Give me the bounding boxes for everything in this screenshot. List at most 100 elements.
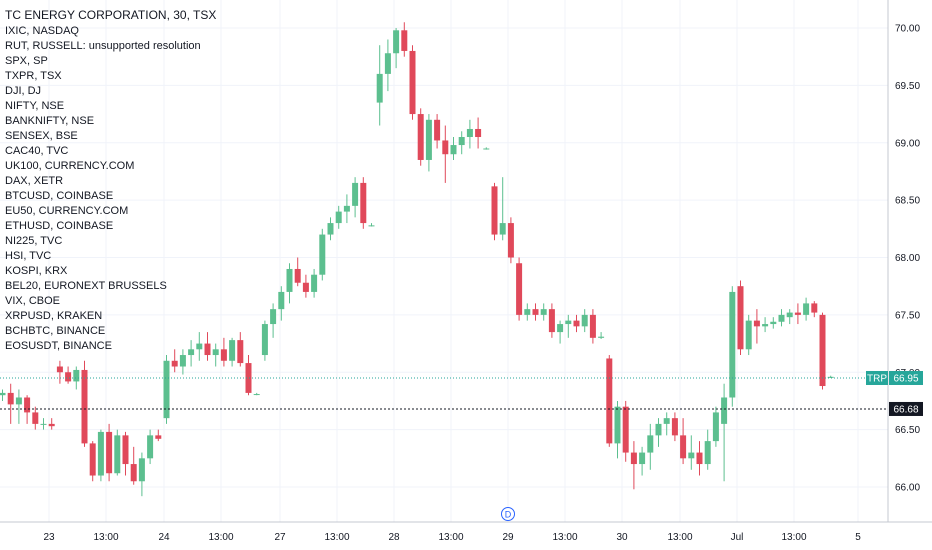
candle-body [803, 303, 810, 315]
legend-symbol[interactable]: BTCUSD, COINBASE [5, 190, 114, 202]
time-tick-label: 29 [502, 532, 514, 543]
dividend-marker-label[interactable]: D [505, 510, 512, 520]
legend-symbol[interactable]: XRPUSD, KRAKEN [5, 310, 103, 322]
candle [655, 418, 662, 447]
legend-symbol[interactable]: DJI, DJ [5, 85, 42, 97]
legend-symbol[interactable]: BANKNIFTY, NSE [5, 115, 95, 127]
candle-body [548, 309, 555, 333]
candle [827, 375, 834, 378]
candle-body [762, 324, 769, 327]
candle [212, 343, 219, 367]
candle [704, 429, 711, 470]
candle-body [573, 320, 580, 327]
candle [15, 389, 22, 424]
candle-body [204, 343, 211, 356]
candle [384, 39, 391, 92]
legend-symbol[interactable]: NIFTY, NSE [5, 100, 65, 112]
candle [721, 383, 728, 482]
candle-body [655, 423, 662, 436]
candle [270, 303, 277, 338]
candle [163, 355, 170, 424]
candle [729, 286, 736, 407]
candle [368, 223, 375, 227]
candle-body [581, 314, 588, 327]
candle-body [286, 268, 293, 292]
legend-symbol[interactable]: RUT, RUSSELL: unsupported resolution [5, 40, 201, 52]
chart-title: TC ENERGY CORPORATION, 30, TSX [5, 8, 217, 22]
candle-body [327, 223, 334, 235]
candle-body [671, 418, 678, 436]
candle-body [179, 355, 186, 367]
legend-symbol[interactable]: CAC40, TVC [5, 145, 69, 157]
candle [97, 429, 104, 482]
candle-body [753, 320, 760, 327]
candle [770, 317, 777, 329]
legend-symbol[interactable]: ETHUSD, COINBASE [5, 220, 114, 232]
candle-body [163, 360, 170, 419]
candle [425, 114, 432, 172]
legend-symbol[interactable]: SPX, SP [5, 55, 48, 67]
time-tick-label: 13:00 [324, 532, 349, 543]
candle [147, 429, 154, 465]
candle [106, 423, 113, 482]
candle [614, 400, 621, 459]
price-tick-label: 68.00 [895, 253, 920, 264]
time-tick-label: 30 [616, 532, 628, 543]
legend-symbol[interactable]: EOSUSDT, BINANCE [5, 340, 112, 352]
candle-body [491, 186, 498, 235]
candle [393, 28, 400, 69]
legend-symbol[interactable]: UK100, CURRENCY.COM [5, 160, 135, 172]
legend-symbol[interactable]: BCHBTC, BINANCE [5, 325, 106, 337]
price-axis[interactable]: 70.0069.5069.0068.5068.0067.5067.0066.50… [895, 24, 920, 494]
candle [56, 360, 63, 384]
candle-body [89, 443, 96, 476]
time-axis[interactable]: 23 13:00 24 13:00 27 13:00 28 13:00 29 13:00 30 13:… [43, 532, 861, 543]
candle [122, 431, 129, 476]
price-tick-label: 66.00 [895, 483, 920, 494]
candle [712, 406, 719, 447]
dividend-marker-circle[interactable] [501, 507, 515, 521]
legend-symbol[interactable]: KOSPI, KRX [5, 265, 68, 277]
legend-symbol[interactable]: EU50, CURRENCY.COM [5, 205, 129, 217]
candle [647, 423, 654, 470]
candle [540, 303, 547, 321]
dividend-marker[interactable]: D [501, 507, 515, 521]
candle-body [712, 412, 719, 442]
candle-body [425, 119, 432, 160]
candle-body [745, 320, 752, 350]
legend-symbol[interactable]: TXPR, TSX [5, 70, 62, 82]
candle [811, 301, 818, 318]
legend-symbol[interactable]: BEL20, EURONEXT BRUSSELS [5, 280, 167, 292]
time-tick-label: 23 [43, 532, 55, 543]
candle-body [188, 349, 195, 356]
candle [81, 360, 88, 447]
candle [294, 257, 301, 287]
candle-body [196, 343, 203, 350]
candle [745, 314, 752, 356]
candle-body [0, 392, 6, 396]
candle [253, 392, 260, 396]
candle [680, 418, 687, 465]
candle [532, 303, 539, 321]
candle [598, 332, 605, 339]
candle-body [507, 223, 514, 258]
candle-body [122, 435, 129, 465]
price-tick-label: 66.50 [895, 425, 920, 436]
legend-symbol[interactable]: VIX, CBOE [5, 295, 61, 307]
candle [786, 309, 793, 325]
candle [376, 45, 383, 126]
candle [73, 366, 80, 390]
legend-symbol[interactable]: HSI, TVC [5, 250, 52, 262]
candle [606, 355, 613, 447]
candle [639, 446, 646, 476]
candle [516, 257, 523, 321]
candle [803, 297, 810, 321]
candle-body [384, 53, 391, 74]
legend-symbol[interactable]: IXIC, NASDAQ [5, 25, 79, 37]
candle [114, 429, 121, 476]
candle [622, 400, 629, 462]
legend-symbol[interactable]: DAX, XETR [5, 175, 64, 187]
legend-symbol[interactable]: SENSEX, BSE [5, 130, 78, 142]
candle [565, 314, 572, 338]
legend-symbol[interactable]: NI225, TVC [5, 235, 63, 247]
